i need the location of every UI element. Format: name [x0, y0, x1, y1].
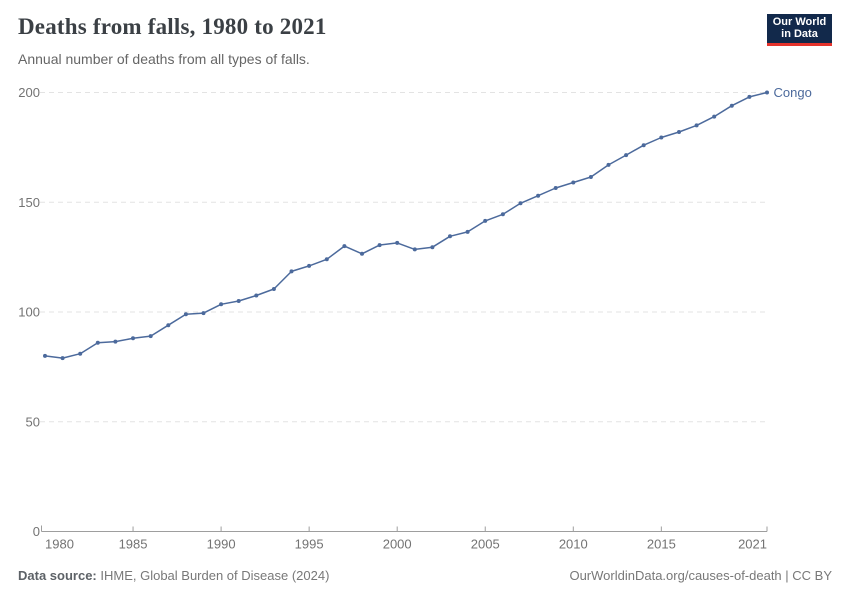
data-point[interactable]	[500, 212, 505, 217]
data-point[interactable]	[360, 251, 364, 256]
data-point[interactable]	[659, 135, 664, 140]
data-point[interactable]	[271, 287, 276, 291]
data-point[interactable]	[219, 302, 224, 307]
x-tick-label: 1980	[45, 537, 74, 552]
data-point[interactable]	[78, 351, 83, 356]
page-title: Deaths from falls, 1980 to 2021	[18, 14, 327, 39]
data-point[interactable]	[395, 240, 400, 245]
line-chart: 0 50 100 150 200 1980 1985 1990 1995 2000 2005 2010…	[18, 85, 812, 552]
owid-logo-line2: in Data	[781, 28, 818, 40]
data-point[interactable]	[624, 153, 629, 158]
chart-subtitle: Annual number of deaths from all types o…	[18, 51, 310, 67]
chart-footer: Data source: IHME, Global Burden of Dise…	[18, 568, 832, 583]
data-point[interactable]	[765, 90, 769, 95]
data-point[interactable]	[465, 229, 470, 234]
data-source-text: IHME, Global Burden of Disease (2024)	[96, 568, 330, 583]
data-point[interactable]	[95, 340, 100, 345]
data-point[interactable]	[412, 247, 417, 252]
series-end-label[interactable]: Congo	[774, 85, 812, 100]
data-point[interactable]	[483, 218, 488, 223]
data-point[interactable]	[536, 193, 541, 198]
y-tick-label: 200	[18, 85, 40, 100]
data-point[interactable]	[377, 243, 382, 248]
data-point[interactable]	[641, 143, 646, 148]
x-tick-label: 1990	[207, 537, 236, 552]
data-line[interactable]	[44, 91, 768, 359]
data-point[interactable]	[430, 245, 435, 250]
data-point[interactable]	[324, 257, 329, 262]
y-tick-label: 0	[33, 524, 40, 539]
data-point[interactable]	[448, 234, 452, 239]
data-point[interactable]	[694, 123, 699, 128]
data-point[interactable]	[148, 334, 153, 339]
data-point[interactable]	[201, 311, 206, 316]
owid-logo[interactable]: Our World in Data	[767, 14, 832, 46]
data-point[interactable]	[677, 130, 681, 134]
data-source-label: Data source:	[18, 568, 97, 583]
data-point[interactable]	[183, 312, 188, 317]
x-tick-label: 2010	[559, 537, 588, 552]
data-point[interactable]	[43, 353, 47, 358]
x-tick-label: 2005	[471, 537, 500, 552]
data-point[interactable]	[747, 94, 752, 99]
data-point[interactable]	[729, 103, 734, 108]
data-source: Data source: IHME, Global Burden of Dise…	[18, 568, 329, 583]
owid-logo-line1: Our World	[772, 16, 827, 28]
data-point[interactable]	[518, 201, 523, 206]
y-tick-label: 50	[26, 414, 40, 429]
credit-link[interactable]: OurWorldinData.org/causes-of-death | CC …	[569, 568, 832, 583]
data-point[interactable]	[571, 180, 576, 185]
data-point[interactable]	[606, 162, 611, 167]
y-tick-label: 100	[18, 305, 40, 320]
x-tick-label: 2021	[738, 537, 767, 552]
data-point[interactable]	[60, 356, 65, 361]
data-point[interactable]	[254, 293, 259, 298]
data-point[interactable]	[166, 323, 171, 328]
data-point[interactable]	[113, 339, 118, 344]
data-point[interactable]	[342, 244, 347, 249]
data-point[interactable]	[553, 186, 558, 190]
y-tick-label: 150	[18, 195, 40, 210]
data-point[interactable]	[131, 336, 135, 341]
data-point[interactable]	[307, 263, 312, 268]
x-tick-label: 1985	[119, 537, 148, 552]
data-point[interactable]	[236, 299, 241, 303]
x-tick-label: 1995	[295, 537, 324, 552]
data-point[interactable]	[289, 269, 294, 274]
data-point[interactable]	[712, 114, 717, 119]
x-tick-label: 2015	[647, 537, 676, 552]
data-point[interactable]	[588, 175, 593, 179]
x-tick-label: 2000	[383, 537, 412, 552]
